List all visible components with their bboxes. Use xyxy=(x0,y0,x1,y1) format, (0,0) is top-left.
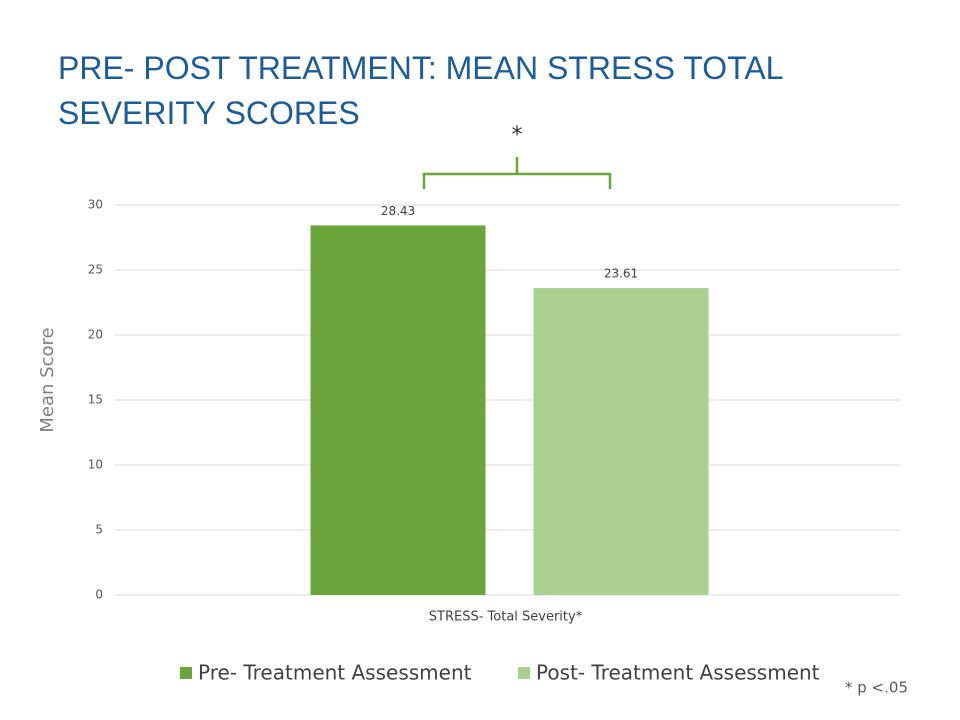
legend-swatch xyxy=(518,667,530,679)
legend-label: Post- Treatment Assessment xyxy=(536,661,820,685)
bracket xyxy=(422,172,612,189)
chart-title: PRE- POST TREATMENT: MEAN STRESS TOTAL S… xyxy=(58,50,783,131)
data-label: 28.43 xyxy=(381,204,415,218)
y-tick-label: 0 xyxy=(95,588,103,602)
data-label: 23.61 xyxy=(604,267,638,281)
bar xyxy=(310,225,486,595)
legend-label: Pre- Treatment Assessment xyxy=(198,661,472,685)
bar xyxy=(533,288,709,595)
y-tick-label: 10 xyxy=(88,458,103,472)
x-tick-label: STRESS- Total Severity* xyxy=(429,610,583,625)
y-tick-label: 5 xyxy=(95,523,103,537)
y-tick-label: 20 xyxy=(88,328,103,342)
y-tick-label: 30 xyxy=(88,198,103,212)
y-axis-label: Mean Score xyxy=(37,327,58,432)
legend-swatch xyxy=(180,667,192,679)
y-tick-label: 15 xyxy=(88,393,103,407)
y-tick-label: 25 xyxy=(88,263,103,277)
footnote: * p <.05 xyxy=(845,679,908,697)
significance-marker: * xyxy=(512,123,523,148)
significance-bracket xyxy=(422,157,612,189)
